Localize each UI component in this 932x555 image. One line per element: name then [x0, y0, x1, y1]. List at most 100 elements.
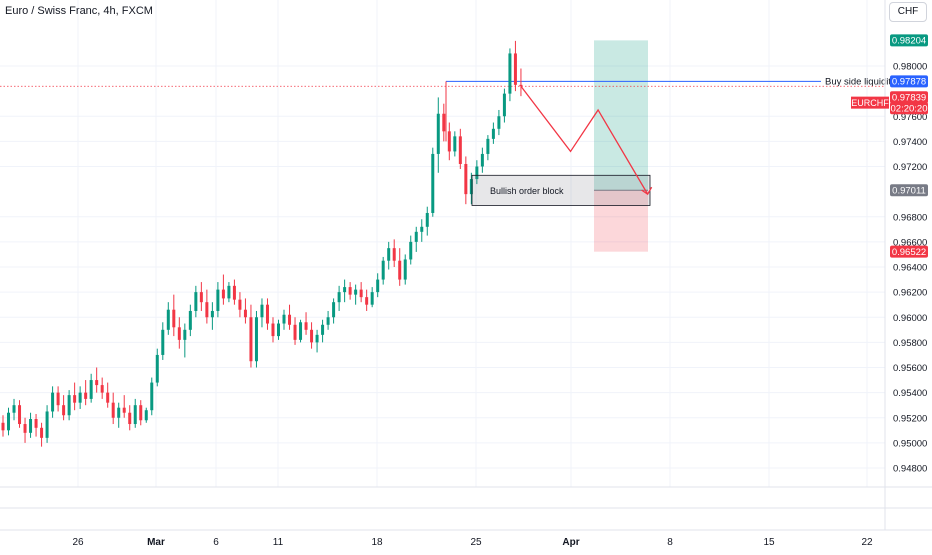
candle[interactable] — [7, 407, 11, 436]
profit-zone[interactable] — [594, 40, 648, 191]
candle[interactable] — [23, 417, 27, 443]
candle[interactable] — [310, 322, 314, 349]
projection-path[interactable] — [520, 85, 649, 195]
candle[interactable] — [254, 310, 258, 368]
candle[interactable] — [486, 135, 490, 161]
candle[interactable] — [354, 284, 358, 305]
candle[interactable] — [288, 304, 292, 330]
currency-button[interactable]: CHF — [889, 2, 927, 22]
candle[interactable] — [359, 282, 363, 303]
candle[interactable] — [150, 377, 154, 416]
candle[interactable] — [73, 382, 77, 411]
candle[interactable] — [497, 109, 501, 136]
candle[interactable] — [40, 422, 44, 447]
candle[interactable] — [177, 317, 181, 349]
candle[interactable] — [299, 319, 303, 343]
candle[interactable] — [122, 395, 126, 418]
candle[interactable] — [381, 256, 385, 285]
candle[interactable] — [365, 289, 369, 311]
candle[interactable] — [491, 122, 495, 144]
candle[interactable] — [332, 298, 336, 324]
candle[interactable] — [232, 279, 236, 305]
candle[interactable] — [475, 160, 479, 185]
candle[interactable] — [139, 400, 143, 426]
candle[interactable] — [469, 172, 473, 205]
candle[interactable] — [519, 68, 523, 97]
candle[interactable] — [282, 309, 286, 330]
candle[interactable] — [51, 386, 55, 418]
candle[interactable] — [84, 380, 88, 406]
candle[interactable] — [249, 304, 253, 368]
candle[interactable] — [265, 298, 269, 330]
candle[interactable] — [188, 304, 192, 337]
candle[interactable] — [161, 322, 165, 360]
candle[interactable] — [398, 248, 402, 286]
candle[interactable] — [45, 405, 49, 443]
candle[interactable] — [321, 319, 325, 343]
candle[interactable] — [106, 382, 110, 408]
candle[interactable] — [464, 156, 468, 205]
candle[interactable] — [425, 206, 429, 236]
candle[interactable] — [326, 310, 330, 330]
candle[interactable] — [89, 373, 93, 403]
candle[interactable] — [403, 254, 407, 285]
candle[interactable] — [78, 386, 82, 409]
candle[interactable] — [18, 400, 22, 428]
candle[interactable] — [442, 103, 446, 142]
candle[interactable] — [431, 147, 435, 217]
candle[interactable] — [227, 282, 231, 303]
candle[interactable] — [56, 386, 60, 412]
candle[interactable] — [271, 317, 275, 343]
candle[interactable] — [155, 348, 159, 387]
candle[interactable] — [387, 241, 391, 270]
candle[interactable] — [343, 279, 347, 303]
candle[interactable] — [337, 285, 341, 311]
candle[interactable] — [243, 298, 247, 324]
candle[interactable] — [348, 282, 352, 300]
candle[interactable] — [199, 282, 203, 311]
candle[interactable] — [420, 219, 424, 242]
candle[interactable] — [458, 128, 462, 170]
candle[interactable] — [436, 97, 440, 173]
candle[interactable] — [205, 289, 209, 324]
candle[interactable] — [392, 239, 396, 267]
candle[interactable] — [210, 302, 214, 330]
candle[interactable] — [370, 287, 374, 308]
candle[interactable] — [238, 292, 242, 318]
candle[interactable] — [34, 413, 38, 437]
candle[interactable] — [260, 298, 264, 328]
candle[interactable] — [480, 147, 484, 173]
candle[interactable] — [95, 367, 99, 393]
candle[interactable] — [216, 282, 220, 318]
candle[interactable] — [111, 392, 115, 425]
candle[interactable] — [453, 131, 457, 157]
candle[interactable] — [172, 294, 176, 337]
candle[interactable] — [376, 273, 380, 298]
candle[interactable] — [508, 48, 512, 102]
candle[interactable] — [221, 274, 225, 305]
candle[interactable] — [29, 412, 33, 438]
candle[interactable] — [513, 40, 517, 92]
candle[interactable] — [128, 405, 132, 431]
candle[interactable] — [183, 323, 187, 358]
candle[interactable] — [100, 377, 104, 399]
candle[interactable] — [304, 312, 308, 335]
candle[interactable] — [414, 226, 418, 252]
candle[interactable] — [12, 398, 16, 421]
candle[interactable] — [502, 88, 506, 123]
candle[interactable] — [1, 415, 5, 437]
candle[interactable] — [447, 122, 451, 161]
candle[interactable] — [117, 402, 121, 428]
stop-zone[interactable] — [594, 190, 648, 252]
candle[interactable] — [194, 285, 198, 318]
candle[interactable] — [166, 302, 170, 335]
candle[interactable] — [144, 407, 148, 423]
candle[interactable] — [133, 398, 137, 428]
candle[interactable] — [277, 319, 280, 340]
candle[interactable] — [67, 390, 71, 421]
candle[interactable] — [62, 395, 66, 421]
candle[interactable] — [409, 235, 413, 265]
candle[interactable] — [315, 329, 319, 353]
candle[interactable] — [293, 317, 297, 345]
